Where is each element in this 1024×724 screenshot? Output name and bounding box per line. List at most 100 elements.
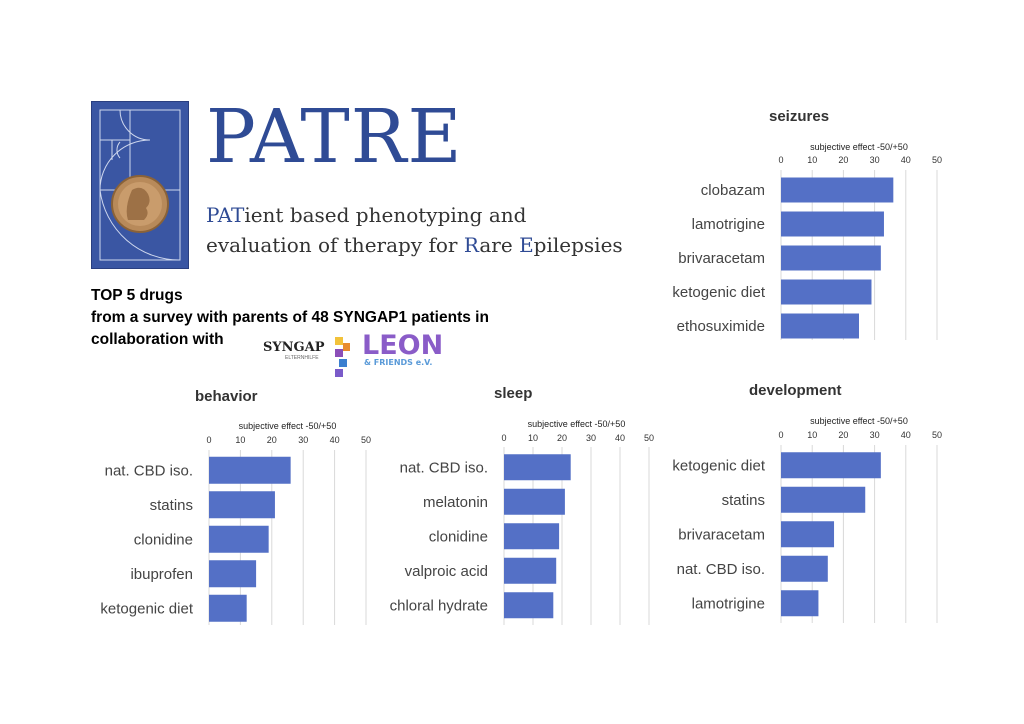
tick-label: 40 [330, 435, 340, 445]
tick-label: 0 [206, 435, 211, 445]
category-label: statins [150, 497, 193, 514]
tick-label: 30 [298, 435, 308, 445]
tick-label: 30 [870, 155, 880, 165]
syngap-logo: SYNGAP ELTERNHILFE [263, 335, 351, 379]
bar [781, 313, 859, 339]
category-label: ketogenic diet [672, 284, 765, 301]
tick-label: 10 [807, 430, 817, 440]
axis-title: subjective effect -50/+50 [810, 416, 908, 426]
chart-title-development: development [749, 382, 842, 399]
intro-line: collaboration with [91, 331, 224, 348]
bar [504, 523, 560, 550]
brand-subtitle-accent: E [519, 233, 534, 257]
axis-title: subjective effect -50/+50 [239, 421, 337, 431]
bar [781, 555, 828, 582]
brand-subtitle-line2: evaluation of therapy for Rare Epilepsie… [206, 230, 623, 260]
tick-label: 20 [838, 155, 848, 165]
category-label: brivaracetam [678, 526, 765, 543]
tick-label: 40 [901, 430, 911, 440]
chart-title-behavior: behavior [195, 388, 258, 405]
category-label: ibuprofen [130, 566, 193, 583]
tick-label: 40 [901, 155, 911, 165]
brand-subtitle-text: ient based phenotyping and [244, 203, 527, 227]
bar [209, 525, 269, 553]
tick-label: 0 [778, 155, 783, 165]
tick-label: 20 [557, 433, 567, 443]
bar [781, 486, 866, 513]
bar [504, 454, 571, 481]
tick-label: 30 [586, 433, 596, 443]
axis-title: subjective effect -50/+50 [528, 419, 626, 429]
development-chart-svg: subjective effect -50/+50 0 10 20 30 40 50 keto… [672, 416, 942, 623]
category-label: nat. CBD iso. [400, 459, 488, 476]
tick-label: 50 [361, 435, 371, 445]
bar [209, 456, 291, 484]
behavior-chart-svg: subjective effect -50/+50 0 10 20 30 40 50 nat.… [100, 421, 371, 625]
bar [504, 488, 565, 515]
development-chart: subjective effect -50/+50 0 10 20 30 40 50 keto… [650, 413, 960, 628]
bar [781, 279, 872, 305]
syngap-logo-name: SYNGAP [263, 340, 325, 355]
brand-subtitle: PATient based phenotyping and evaluation… [206, 200, 623, 260]
tick-label: 30 [870, 430, 880, 440]
tick-label: 20 [267, 435, 277, 445]
golden-spiral-medallion-icon [99, 109, 181, 261]
bar [781, 211, 884, 237]
category-label: ketogenic diet [100, 600, 193, 617]
seizures-chart: subjective effect -50/+50 0 10 20 30 40 50 clob… [650, 140, 960, 345]
category-label: ethosuximide [677, 318, 765, 335]
chart-title-sleep: sleep [494, 385, 533, 402]
brand-subtitle-text: pilepsies [533, 233, 623, 257]
bar [209, 491, 275, 519]
leon-logo-name: LEON [362, 330, 443, 361]
tick-label: 10 [235, 435, 245, 445]
brand-subtitle-text: evaluation of therapy for [206, 233, 464, 257]
brand-subtitle-line1: PATient based phenotyping and [206, 200, 623, 230]
category-label: statins [722, 492, 765, 509]
behavior-chart: subjective effect -50/+50 0 10 20 30 40 50 nat.… [78, 417, 388, 632]
category-label: clonidine [429, 528, 488, 545]
category-label: brivaracetam [678, 250, 765, 267]
tick-label: 20 [838, 430, 848, 440]
category-label: melatonin [423, 494, 488, 511]
intro-line: from a survey with parents of 48 SYNGAP1… [91, 309, 489, 326]
brand-subtitle-accent: PAT [206, 203, 245, 227]
patre-logo [91, 101, 189, 269]
bar [209, 560, 257, 588]
tick-label: 0 [778, 430, 783, 440]
bar [781, 590, 819, 617]
sleep-chart-svg: subjective effect -50/+50 0 10 20 30 40 50 nat.… [390, 419, 654, 625]
syngap-logo-sub: ELTERNHILFE [285, 355, 319, 361]
sleep-chart: subjective effect -50/+50 0 10 20 30 40 50 nat.… [367, 417, 677, 632]
leon-logo-sub: & FRIENDS e.V. [364, 358, 432, 367]
tick-label: 0 [501, 433, 506, 443]
category-label: nat. CBD iso. [677, 561, 765, 578]
bar [781, 245, 881, 271]
seizures-chart-svg: subjective effect -50/+50 0 10 20 30 40 50 clob… [672, 142, 942, 340]
bar [504, 557, 557, 584]
brand-subtitle-text: are [479, 233, 520, 257]
tick-label: 10 [528, 433, 538, 443]
tick-label: 50 [932, 430, 942, 440]
category-label: clobazam [701, 182, 765, 199]
category-label: valproic acid [405, 563, 488, 580]
tick-label: 50 [644, 433, 654, 443]
bar [209, 594, 247, 622]
bar [781, 452, 881, 479]
intro-text: TOP 5 drugs from a survey with parents o… [91, 285, 489, 351]
category-label: clonidine [134, 531, 193, 548]
brand-subtitle-accent: R [463, 233, 480, 257]
puzzle-icon [335, 337, 350, 377]
leon-friends-logo: LEON & FRIENDS e.V. [362, 328, 454, 368]
category-label: ketogenic diet [672, 457, 765, 474]
bar [781, 521, 835, 548]
bar [504, 592, 554, 619]
chart-title-seizures: seizures [769, 108, 830, 125]
category-label: lamotrigine [692, 216, 765, 233]
axis-title: subjective effect -50/+50 [810, 142, 908, 152]
tick-label: 40 [615, 433, 625, 443]
brand-title: PATRE [206, 94, 463, 180]
category-label: lamotrigine [692, 595, 765, 612]
bar [781, 177, 894, 203]
tick-label: 10 [807, 155, 817, 165]
